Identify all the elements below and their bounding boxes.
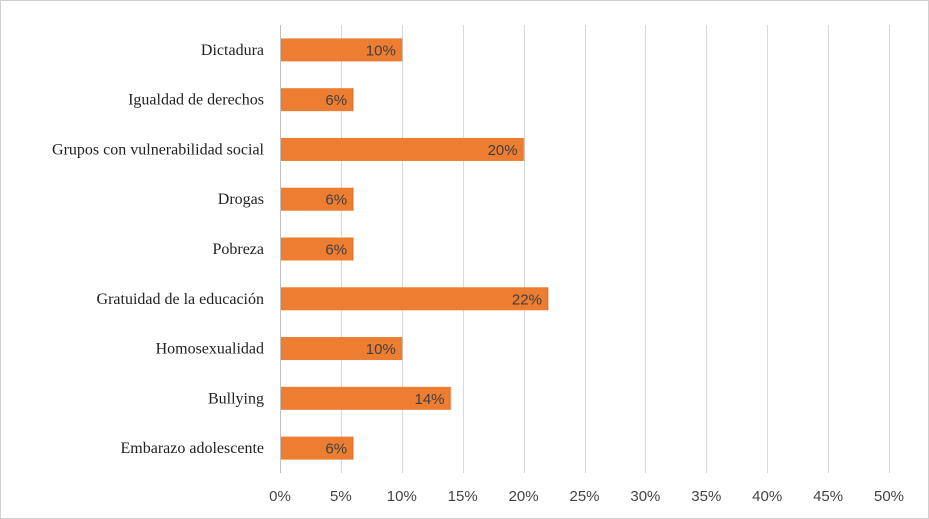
x-tick-label: 40%	[752, 488, 782, 505]
bar-8	[281, 436, 354, 460]
bar-edge-8	[352, 436, 355, 460]
x-tick-label: 20%	[509, 488, 539, 505]
data-label: 6%	[325, 242, 347, 259]
bar-edge-3	[352, 187, 355, 211]
bars	[281, 38, 549, 460]
data-label: 6%	[325, 92, 347, 109]
bar-0	[281, 38, 402, 62]
bar-edge-6	[400, 337, 403, 361]
x-tick-label: 30%	[630, 488, 660, 505]
data-label: 6%	[325, 192, 347, 209]
x-tick-label: 0%	[269, 488, 291, 505]
x-tick-labels: 0% 5% 10% 15% 20% 25% 30% 35% 40% 45% 50%	[269, 488, 904, 505]
category-label: Embarazo adolescente	[121, 440, 264, 457]
data-label: 6%	[325, 441, 347, 458]
bar-4	[281, 237, 354, 261]
data-label: 10%	[366, 42, 396, 59]
data-label: 20%	[488, 142, 518, 159]
bar-edge-5	[546, 287, 549, 311]
x-tick-label: 35%	[691, 488, 721, 505]
category-label: Homosexualidad	[156, 341, 264, 358]
data-label: 22%	[512, 291, 542, 308]
x-tick-label: 10%	[387, 488, 417, 505]
data-label: 14%	[414, 391, 444, 408]
bar-edge-7	[449, 386, 452, 410]
x-tick-label: 25%	[569, 488, 599, 505]
category-label: Bullying	[208, 390, 264, 407]
bar-7	[281, 386, 451, 410]
bar-5	[281, 287, 548, 311]
bar-6	[281, 337, 402, 361]
category-label: Grupos con vulnerabilidad social	[52, 141, 265, 158]
category-label: Drogas	[218, 191, 264, 208]
bar-edge-2	[522, 137, 525, 161]
x-tick-label: 50%	[874, 488, 904, 505]
category-label: Dictadura	[201, 42, 264, 59]
category-label: Igualdad de derechos	[128, 92, 264, 109]
category-label: Gratuidad de la educación	[97, 291, 264, 308]
bar-1	[281, 88, 354, 112]
x-tick-label: 45%	[813, 488, 843, 505]
category-label: Pobreza	[212, 241, 264, 258]
x-tick-label: 5%	[330, 488, 352, 505]
category-labels: Dictadura Igualdad de derechos Grupos con …	[52, 42, 265, 457]
data-label: 10%	[366, 341, 396, 358]
bar-edge-0	[400, 38, 403, 62]
bar-edge-1	[352, 88, 355, 112]
x-tick-label: 15%	[448, 488, 478, 505]
bar-2	[281, 137, 524, 161]
data-labels: 10% 6% 20% 6% 6% 22% 10% 14% 6%	[325, 42, 542, 457]
bar-3	[281, 187, 354, 211]
bar-edge-4	[352, 237, 355, 261]
